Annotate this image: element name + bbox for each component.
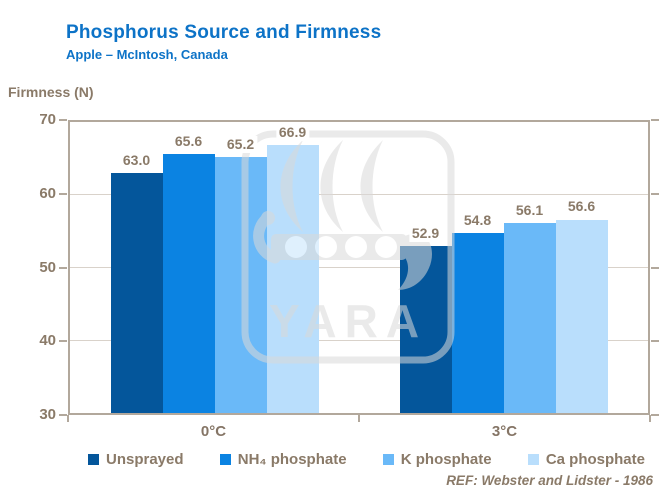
y-tick-right-50: [651, 266, 659, 269]
legend-marker-icon: [219, 454, 231, 465]
y-tick-right-60: [651, 192, 659, 195]
legend-item-nh-phosphate: NH₄ phosphate: [219, 451, 347, 468]
bar-value-label: 65.2: [223, 135, 258, 153]
legend-marker-icon: [527, 454, 539, 465]
bar-value-label: 54.8: [460, 211, 495, 229]
y-tick-left-60: [59, 192, 67, 195]
y-tick-right-70: [651, 119, 659, 121]
y-tick-label-40: 40: [39, 332, 56, 350]
y-tick-left-40: [59, 340, 67, 343]
bar-k-phosphate-1: [503, 223, 556, 413]
bar-value-label: 63.0: [119, 151, 154, 169]
legend-item-label: NH₄ phosphate: [237, 451, 347, 468]
bar-value-label: 65.6: [171, 133, 206, 150]
x-tick-1: [358, 415, 360, 422]
y-tick-left-30: [59, 414, 67, 416]
bar-nh-phosphate-0: [162, 154, 215, 413]
bar-value-label: 56.1: [512, 202, 547, 220]
category-label-1: 3°C: [491, 423, 518, 440]
bar-ca-phosphate-0: [266, 144, 319, 413]
bar-unsprayed-1: [399, 246, 452, 413]
chart-title: Phosphorus Source and Firmness: [66, 22, 382, 43]
legend-item-ca-phosphate: Ca phosphate: [527, 451, 645, 468]
y-axis-title: Firmness (N): [8, 84, 94, 100]
y-tick-label-60: 60: [39, 184, 56, 202]
bar-value-label: 66.9: [275, 123, 310, 141]
y-tick-right-40: [651, 340, 659, 343]
y-tick-label-50: 50: [39, 258, 56, 276]
x-tick-2: [649, 415, 651, 422]
bar-ca-phosphate-1: [555, 219, 608, 413]
reference-text: REF: Webster and Lidster - 1986: [446, 473, 653, 488]
bar-k-phosphate-0: [214, 156, 267, 413]
plot-area: YARA 63.0 65.6 65.2 66.9 52.9 54.8 56.1 56.6: [68, 120, 650, 415]
category-label-0: 0°C: [200, 423, 227, 440]
legend-marker-icon: [382, 454, 394, 465]
y-tick-label-30: 30: [39, 406, 56, 423]
y-tick-left-50: [59, 266, 67, 269]
legend-item-k-phosphate: K phosphate: [382, 451, 492, 468]
bar-unsprayed-0: [110, 172, 163, 413]
legend-marker-icon: [88, 454, 99, 465]
legend-item-label: K phosphate: [400, 451, 492, 468]
chart-subtitle: Apple – McIntosh, Canada: [66, 47, 228, 62]
y-tick-left-70: [59, 119, 67, 121]
legend-item-unsprayed: Unsprayed: [88, 451, 184, 468]
bar-value-label: 56.6: [564, 198, 599, 216]
legend-item-label: Unsprayed: [106, 451, 184, 468]
bar-value-label: 52.9: [408, 225, 443, 243]
y-tick-right-30: [651, 414, 659, 416]
y-tick-label-70: 70: [39, 111, 56, 128]
legend-item-label: Ca phosphate: [545, 451, 645, 468]
x-tick-0: [67, 415, 69, 422]
bar-nh-phosphate-1: [451, 232, 504, 413]
legend: Unsprayed NH₄ phosphate K phosphate Ca phos…: [88, 451, 645, 468]
